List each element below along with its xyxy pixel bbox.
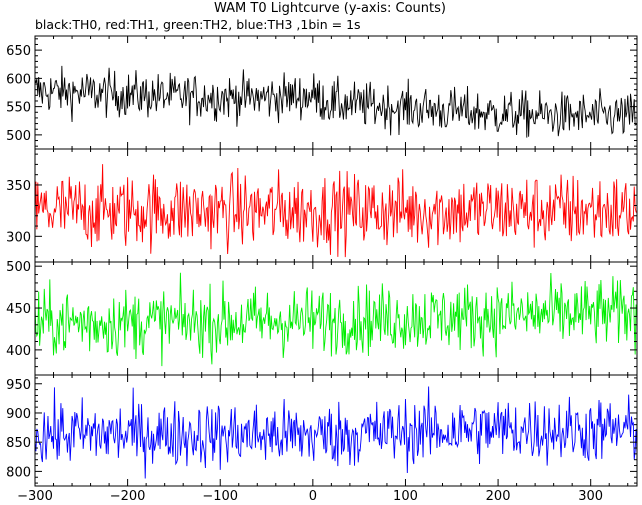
y-tick-label: 850 xyxy=(6,436,31,451)
y-tick-label: 300 xyxy=(6,230,31,245)
y-tick-label: 400 xyxy=(6,344,31,359)
x-tick-label: −200 xyxy=(110,489,146,504)
y-tick-label: 800 xyxy=(6,465,31,480)
panel-th3: 800 850 900 950 xyxy=(6,374,638,487)
chart-subtitle: black:TH0, red:TH1, green:TH2, blue:TH3 … xyxy=(35,17,361,32)
series-line-th1 xyxy=(35,164,637,258)
y-tick-label: 500 xyxy=(6,129,31,144)
y-tick-label: 450 xyxy=(6,302,31,317)
x-tick-label: 100 xyxy=(393,489,418,504)
series-line-th2 xyxy=(35,272,637,367)
series-line-th3 xyxy=(35,386,637,479)
x-tick-label: 0 xyxy=(309,489,317,504)
y-tick-label: 900 xyxy=(6,407,31,422)
panels-group: 500 550 600 650 300 350 400 450 500 800 850 900 950 xyxy=(6,35,638,487)
y-tick-label: 650 xyxy=(6,44,31,59)
x-tick-label: −100 xyxy=(202,489,238,504)
x-tick-label: 300 xyxy=(578,489,603,504)
series-line-th0 xyxy=(35,65,637,138)
y-tick-label: 350 xyxy=(6,179,31,194)
y-tick-label: 950 xyxy=(6,378,31,393)
y-tick-label: 500 xyxy=(6,260,31,275)
y-tick-label: 550 xyxy=(6,101,31,116)
x-axis: −300 −200 −100 0 100 200 300 xyxy=(17,489,603,504)
x-tick-label: −300 xyxy=(17,489,53,504)
x-tick-label: 200 xyxy=(486,489,511,504)
y-tick-label: 600 xyxy=(6,72,31,87)
chart-title: WAM T0 Lightcurve (y-axis: Counts) xyxy=(214,1,446,16)
